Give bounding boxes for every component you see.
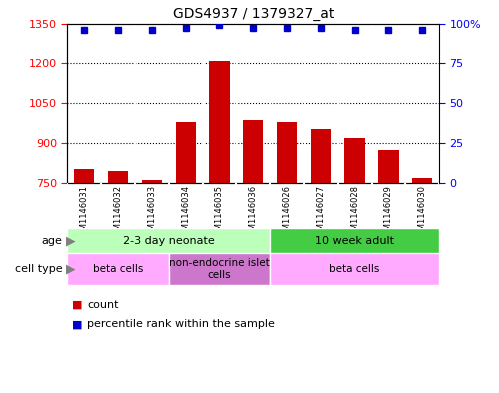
- Text: 10 week adult: 10 week adult: [315, 236, 394, 246]
- Bar: [67, 253, 169, 285]
- Bar: [209, 61, 230, 183]
- Text: GSM1146031: GSM1146031: [80, 185, 89, 241]
- Text: ■: ■: [72, 299, 83, 310]
- Text: percentile rank within the sample: percentile rank within the sample: [87, 319, 275, 329]
- Text: GSM1146036: GSM1146036: [249, 185, 258, 241]
- Bar: [176, 122, 196, 183]
- Bar: [270, 253, 439, 285]
- Bar: [142, 180, 162, 183]
- Text: GSM1146032: GSM1146032: [114, 185, 123, 241]
- Bar: [344, 138, 365, 183]
- Bar: [108, 171, 128, 183]
- Text: count: count: [87, 299, 119, 310]
- Text: GSM1146035: GSM1146035: [215, 185, 224, 241]
- Text: GSM1146028: GSM1146028: [350, 185, 359, 241]
- Text: GSM1146027: GSM1146027: [316, 185, 325, 241]
- Bar: [243, 119, 263, 183]
- Text: GSM1146033: GSM1146033: [147, 185, 156, 241]
- Text: ■: ■: [72, 319, 83, 329]
- Title: GDS4937 / 1379327_at: GDS4937 / 1379327_at: [173, 7, 334, 21]
- Text: GSM1146030: GSM1146030: [418, 185, 427, 241]
- Text: GSM1146034: GSM1146034: [181, 185, 190, 241]
- Bar: [74, 169, 94, 183]
- Bar: [378, 150, 399, 183]
- Text: GSM1146026: GSM1146026: [282, 185, 291, 241]
- Bar: [311, 129, 331, 183]
- Bar: [67, 228, 270, 253]
- Bar: [169, 253, 270, 285]
- Text: age: age: [41, 236, 62, 246]
- Bar: [412, 178, 432, 183]
- Text: ▶: ▶: [66, 263, 75, 276]
- Text: beta cells: beta cells: [93, 264, 143, 274]
- Text: ▶: ▶: [66, 234, 75, 247]
- Bar: [270, 228, 439, 253]
- Bar: [277, 122, 297, 183]
- Text: cell type: cell type: [15, 264, 62, 274]
- Text: non-endocrine islet
cells: non-endocrine islet cells: [169, 259, 270, 280]
- Text: 2-3 day neonate: 2-3 day neonate: [123, 236, 215, 246]
- Text: beta cells: beta cells: [329, 264, 380, 274]
- Text: GSM1146029: GSM1146029: [384, 185, 393, 241]
